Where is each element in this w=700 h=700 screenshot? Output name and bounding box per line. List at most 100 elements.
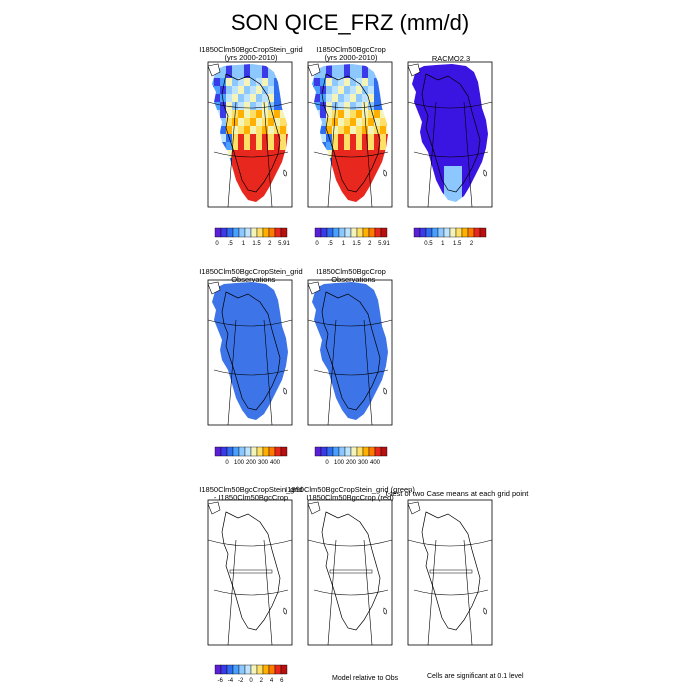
row1-panel1-colorbar-swatch	[220, 227, 228, 238]
row1-panel2-colorbar-swatch	[356, 227, 364, 238]
row1-panel3-map-cell	[412, 166, 414, 174]
row1-panel2-map-cell	[326, 126, 332, 134]
row1-panel3-map-cell	[444, 174, 450, 182]
row1-panel2-map-cell	[344, 158, 350, 166]
row2-panel1-map-cell	[250, 392, 256, 400]
row1-panel1-map-cell	[274, 110, 280, 118]
row1-panel1-map-cell	[226, 102, 232, 110]
row1-panel3-map-cell	[420, 166, 426, 174]
row3-panel1-colorbar-tick-label: 4	[270, 678, 274, 684]
row1-panel2-map-cell	[386, 126, 388, 134]
row1-panel2-map-cell	[314, 94, 320, 102]
row2-panel2-map-cell	[314, 320, 320, 328]
row1-panel2-map-cell	[386, 174, 388, 182]
row1-panel3-map-cell	[480, 182, 486, 190]
row1-panel1-map-cell	[214, 118, 220, 126]
row2-panel1-map-cell	[286, 296, 288, 304]
row1-panel1-map-cell	[256, 158, 262, 166]
row1-panel1-map-cell	[226, 126, 232, 134]
row3-panel1-colorbar-swatch	[226, 664, 234, 675]
row1-panel1-map-cell	[250, 118, 256, 126]
row1-panel3-map-cell	[412, 158, 414, 166]
row1-panel3-map-cell	[480, 86, 486, 94]
row1-panel2-map-cell	[314, 78, 320, 86]
row3-panel3-title: t-test of two Case means at each grid po…	[372, 490, 542, 498]
row1-panel2-map-cell	[356, 134, 362, 142]
row1-panel3-map-cell	[420, 182, 426, 190]
row2-panel2-map-cell	[312, 336, 314, 344]
row1-panel3-map-cell	[450, 182, 456, 190]
row3-panel1-colorbar-tick-label: -6	[217, 678, 223, 684]
row1-panel2-colorbar-swatch	[338, 227, 346, 238]
row1-panel1-map-cell	[212, 174, 214, 182]
row1-panel2-map-cell	[356, 78, 362, 86]
row1-panel3-map-cell	[486, 86, 488, 94]
row1-panel1-map-cell	[250, 86, 256, 94]
row2-panel1-colorbar-swatch	[274, 446, 282, 457]
row1-panel2-map-cell	[362, 182, 368, 190]
row1-panel3-map-cell	[438, 102, 444, 110]
row1-panel1-map-cell	[286, 118, 288, 126]
row2-panel1-map-cell	[226, 304, 232, 312]
row1-panel1-map-cell	[244, 134, 250, 142]
row2-panel1-map-cell	[274, 384, 280, 392]
row2-panel2-map-cell	[332, 296, 338, 304]
row1-panel2-map-cell	[332, 78, 338, 86]
row1-panel1-map-cell	[280, 102, 286, 110]
row1-panel2-map-cell	[314, 150, 320, 158]
row2-panel2-colorbar-swatch	[368, 446, 376, 457]
row1-panel3-map-cell	[450, 142, 456, 150]
row2-panel1-colorbar-swatch	[244, 446, 252, 457]
row1-panel2-map-cell	[374, 110, 380, 118]
row1-panel3-map-cell	[456, 190, 462, 198]
row1-panel3-map-cell	[480, 110, 486, 118]
row1-panel2-map-cell	[314, 182, 320, 190]
row1-panel1-map-cell	[244, 118, 250, 126]
row2-panel2-map-cell	[314, 344, 320, 352]
row2-panel1-map-cell	[280, 296, 286, 304]
row1-panel1-map-cell	[274, 150, 280, 158]
row3-panel2-map	[307, 499, 393, 646]
row3-panel1-colorbar-swatch	[262, 664, 270, 675]
row1-panel3-map-cell	[450, 118, 456, 126]
row2-panel2-map-cell	[350, 344, 356, 352]
row1-panel3-map-cell	[456, 102, 462, 110]
row2-panel1-map-cell	[262, 416, 268, 420]
row2-panel1-map-cell	[274, 296, 280, 304]
row1-panel3-map-cell	[474, 190, 480, 198]
row1-panel3-map-cell	[474, 150, 480, 158]
row1-panel3-map-iceland-coast	[483, 169, 487, 177]
row1-panel1-map-cell	[280, 182, 286, 190]
row1-panel3-map-coastline	[421, 73, 481, 193]
row1-panel2-map-cell	[344, 134, 350, 142]
row2-panel1-map-cell	[280, 352, 286, 360]
row1-panel3-map-cell	[444, 86, 450, 94]
row1-panel1-map-cell	[280, 110, 286, 118]
row1-panel1-map-cell	[262, 118, 268, 126]
row2-panel2-map-latitude-line	[307, 319, 393, 327]
row1-panel2-map-cell	[314, 142, 320, 150]
row1-panel2-map-cell	[344, 64, 350, 70]
row1-panel1-colorbar-swatch	[214, 227, 222, 238]
row2-panel2-map-cell	[362, 384, 368, 392]
row1-panel2-map-cell	[314, 70, 320, 78]
row1-panel2-map-cell	[314, 134, 320, 142]
row2-panel2-map-cell	[380, 408, 386, 416]
row1-panel3-map-cell	[412, 174, 414, 182]
row1-panel1-map-cell	[214, 110, 220, 118]
row2-panel2-map-cell	[320, 376, 326, 384]
row1-panel1-map-cell	[212, 126, 214, 134]
row2-panel1-map-cell	[212, 392, 214, 400]
row1-panel1-map-cell	[214, 198, 220, 202]
row1-panel2-map-cell	[386, 182, 388, 190]
row2-panel2-map-ellesmere-coast	[307, 281, 321, 295]
row1-panel2-map-cell	[380, 182, 386, 190]
row1-panel3-map-cell	[414, 182, 420, 190]
row1-panel1-map-cell	[274, 70, 280, 78]
row2-panel2-map-cell	[344, 408, 350, 416]
row1-panel1-map-cell	[214, 126, 220, 134]
row1-panel1-map-cell	[268, 118, 274, 126]
row1-panel2-map-cell	[350, 134, 356, 142]
row1-panel1-map-cell	[274, 102, 280, 110]
row2-panel2-map-cell	[338, 360, 344, 368]
